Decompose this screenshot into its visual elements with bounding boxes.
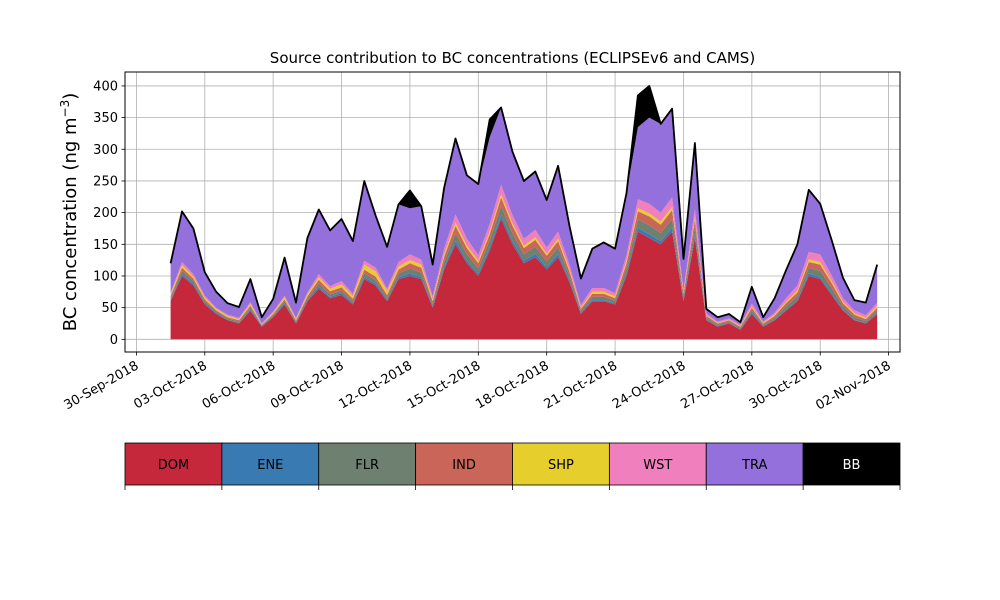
legend-swatch-ene [221,442,320,486]
y-tick-label: 400 [93,79,118,94]
legend-swatch-dom [124,442,223,486]
plot-frame [124,71,901,353]
legend-swatch-ind [415,442,513,486]
y-tick-label: 50 [101,301,118,316]
legend-label-ind: IND [452,458,476,473]
legend-swatch-bb [802,442,901,486]
legend-label-bb: BB [843,458,861,473]
y-tick-label: 250 [93,174,118,189]
y-axis-label-superscript: −3 [58,100,72,118]
y-tick-label: 350 [93,111,118,126]
y-axis-label-text: BC concentration (ng m [60,117,81,331]
y-tick-label: 200 [93,206,118,221]
legend-swatch-flr [318,442,417,486]
area-tra [170,107,878,325]
legend-swatch-shp [512,442,610,486]
stacked-areas [169,85,879,340]
legend-label-tra: TRA [741,458,767,473]
legend-label-shp: SHP [548,458,574,473]
legend-label-flr: FLR [355,458,379,473]
y-axis-label-close: ) [60,93,81,100]
y-tick-labels: 0 50 100 150 200 250 300 350 400 [93,79,118,347]
area-dom [170,219,878,340]
y-tick-label: 300 [93,143,118,158]
y-tick-label: 150 [93,238,118,253]
chart-title: Source contribution to BC concentrations… [270,49,755,67]
legend-label-wst: WST [643,458,672,473]
y-axis-label: BC concentration (ng m−3) [58,93,81,332]
legend-swatch-tra [705,442,804,486]
legend-colorbar: DOM ENE FLR IND SHP WST TRA BB [124,442,901,490]
total-outline [169,85,879,324]
area-ind [170,197,878,328]
axes [121,71,901,356]
legend-label-ene: ENE [257,458,283,473]
legend-label-dom: DOM [158,458,189,473]
y-tick-label: 100 [93,269,118,284]
y-tick-label: 0 [110,333,118,348]
